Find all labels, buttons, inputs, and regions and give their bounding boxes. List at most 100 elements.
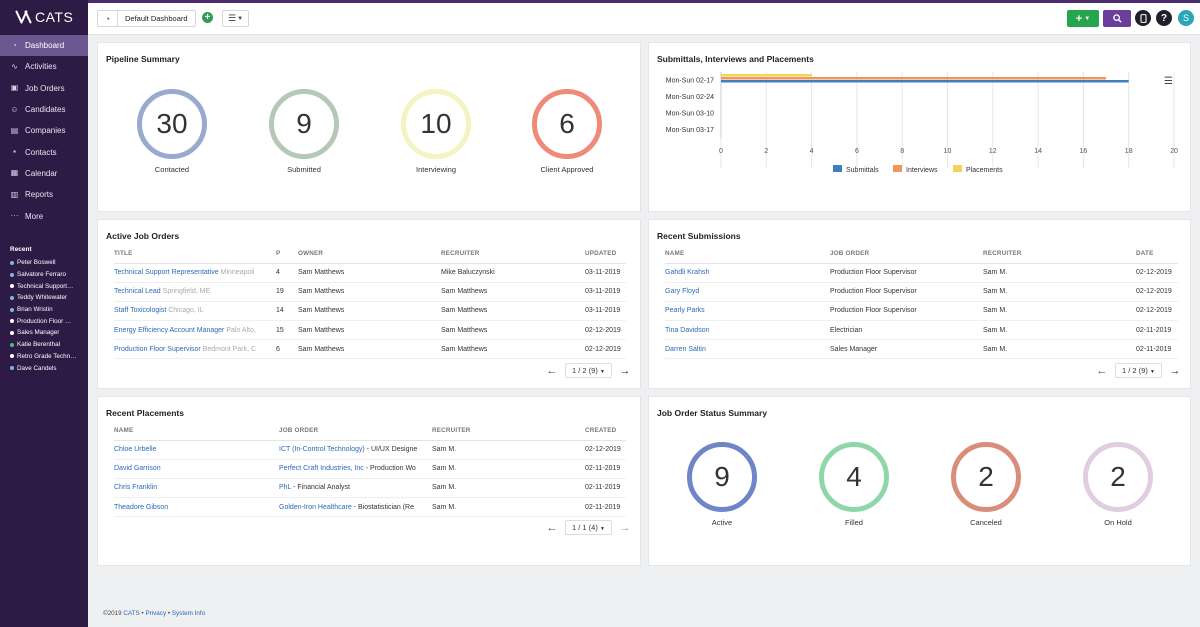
next-page-icon[interactable]: →: [619, 521, 631, 534]
column-header[interactable]: RECRUITER: [983, 244, 1136, 264]
column-header[interactable]: NAME: [114, 421, 279, 441]
legend-label[interactable]: Interviews: [906, 167, 938, 174]
sidebar-item-more[interactable]: ··· More: [0, 205, 88, 226]
summary-ring[interactable]: 2 On Hold: [1081, 442, 1155, 527]
candidate-name-link[interactable]: Pearly Parks: [665, 307, 705, 315]
summary-ring[interactable]: 2 Canceled: [949, 442, 1023, 527]
bar-placements[interactable]: [721, 74, 812, 77]
table-row[interactable]: Energy Efficiency Account Manager Palo A…: [114, 320, 626, 341]
sidebar-item-calendar[interactable]: ▦ Calendar: [0, 163, 88, 184]
candidate-name-link[interactable]: Chris Franklin: [114, 484, 158, 492]
footer-system-info-link[interactable]: System Info: [171, 610, 206, 617]
column-header[interactable]: RECRUITER: [432, 421, 585, 441]
table-row[interactable]: Production Floor Supervisor Bedmont Park…: [114, 339, 626, 360]
prev-page-icon[interactable]: ←: [546, 521, 558, 534]
table-row[interactable]: Darren Saltin Sales Manager Sam M. 02-11-20…: [665, 339, 1178, 360]
recent-item[interactable]: Peter Boswell: [10, 257, 86, 269]
table-row[interactable]: Chloe Urbelle ICT (In-Control Technology)…: [114, 440, 626, 460]
table-row[interactable]: Technical Support Representative Minneap…: [114, 263, 626, 283]
column-header[interactable]: NAME: [665, 244, 830, 264]
recent-item[interactable]: Salvatore Ferraro: [10, 269, 86, 281]
sidebar-item-candidates[interactable]: ☺ Candidates: [0, 99, 88, 120]
sidebar-item-reports[interactable]: ▥ Reports: [0, 184, 88, 205]
company-link[interactable]: PhL: [279, 484, 292, 492]
candidate-name-link[interactable]: Chloe Urbelle: [114, 446, 157, 454]
company-link[interactable]: ICT (In-Control Technology): [279, 446, 365, 454]
column-header[interactable]: CREATED: [585, 421, 626, 441]
recent-item[interactable]: Dave Candels: [10, 362, 86, 374]
company-link[interactable]: Golden-Iron Healthcare: [279, 503, 352, 511]
candidate-name-link[interactable]: Darren Saltin: [665, 345, 706, 353]
candidate-name-link[interactable]: David Garrison: [114, 465, 161, 473]
summary-ring[interactable]: 9 Active: [685, 442, 759, 527]
candidate-name-link[interactable]: Tina Davidson: [665, 326, 710, 334]
table-row[interactable]: Technical Lead Springfield, ME 19 Sam Matt…: [114, 282, 626, 302]
column-header[interactable]: P: [276, 244, 298, 264]
column-header[interactable]: DATE: [1136, 244, 1178, 264]
recent-item[interactable]: Brian Wristin: [10, 304, 86, 316]
recent-item[interactable]: Teddy Whitewater: [10, 292, 86, 304]
recent-item[interactable]: Sales Manager: [10, 327, 86, 339]
job-title-link[interactable]: Technical Lead: [114, 288, 161, 296]
job-title-link[interactable]: Staff Toxicologist: [114, 307, 167, 315]
user-avatar[interactable]: S: [1178, 10, 1194, 26]
table-row[interactable]: Gahdli Krahsh Production Floor Supervisor…: [665, 263, 1178, 283]
table-row[interactable]: Pearly Parks Production Floor Supervisor S…: [665, 301, 1178, 322]
summary-ring[interactable]: 30 Contacted: [135, 89, 209, 174]
table-row[interactable]: Theadore Gibson Golden-Iron Healthcare - …: [114, 497, 626, 518]
legend-label[interactable]: Submittals: [846, 167, 879, 174]
page-select[interactable]: 1 / 1 (4) ▼: [565, 520, 612, 535]
app-logo[interactable]: CATS: [15, 9, 73, 25]
sidebar-item-job-orders[interactable]: ▣ Job Orders: [0, 78, 88, 99]
summary-ring[interactable]: 10 Interviewing: [399, 89, 473, 174]
footer-cats-link[interactable]: CATS: [123, 610, 140, 617]
bar-interviews[interactable]: [721, 77, 1107, 80]
column-header[interactable]: RECRUITER: [441, 244, 585, 264]
recent-item[interactable]: Technical Support…: [10, 280, 86, 292]
sidebar-item-contacts[interactable]: ▪ Contacts: [0, 141, 88, 162]
table-row[interactable]: Chris Franklin PhL - Financial Analyst Sam…: [114, 478, 626, 499]
dashboard-menu-button[interactable]: ☰ ▼: [222, 10, 249, 27]
job-title-link[interactable]: Technical Support Representative: [114, 269, 219, 277]
footer-privacy-link[interactable]: Privacy: [145, 610, 167, 617]
search-button[interactable]: [1103, 10, 1131, 27]
job-title-link[interactable]: Production Floor Supervisor: [114, 345, 201, 353]
sidebar-item-dashboard[interactable]: ◔ Dashboard: [0, 35, 88, 57]
recent-item[interactable]: Retro Grade Techn…: [10, 351, 86, 363]
company-link[interactable]: Perfect Craft Industries, Inc: [279, 465, 364, 473]
table-row[interactable]: David Garrison Perfect Craft Industries, …: [114, 459, 626, 479]
job-title-link[interactable]: Energy Efficiency Account Manager: [114, 326, 225, 334]
candidate-name-link[interactable]: Gary Floyd: [665, 288, 700, 296]
table-row[interactable]: Tina Davidson Electrician Sam M. 02-11-2019: [665, 320, 1178, 341]
next-page-icon[interactable]: →: [619, 364, 631, 377]
recent-item[interactable]: Katie Berenthal: [10, 339, 86, 351]
sidebar-item-activities[interactable]: ∿ Activities: [0, 56, 88, 77]
add-dashboard-icon[interactable]: +: [202, 12, 213, 23]
page-select[interactable]: 1 / 2 (9) ▼: [1115, 363, 1162, 378]
table-row[interactable]: Staff Toxicologist Chicago, IL 14 Sam Matt…: [114, 301, 626, 322]
column-header[interactable]: TITLE: [114, 244, 276, 264]
legend-label[interactable]: Placements: [966, 167, 1003, 174]
page-select[interactable]: 1 / 2 (9) ▼: [565, 363, 612, 378]
column-header[interactable]: JOB ORDER: [279, 421, 432, 441]
candidate-name-link[interactable]: Gahdli Krahsh: [665, 269, 710, 277]
prev-page-icon[interactable]: ←: [546, 364, 558, 377]
column-header[interactable]: OWNER: [298, 244, 441, 264]
table-row[interactable]: Gary Floyd Production Floor Supervisor Sam…: [665, 282, 1178, 302]
chart-menu-button[interactable]: ☰: [1164, 76, 1173, 87]
recent-item[interactable]: Production Floor …: [10, 315, 86, 327]
candidate-name-link[interactable]: Theadore Gibson: [114, 503, 169, 511]
next-page-icon[interactable]: →: [1169, 364, 1181, 377]
column-header[interactable]: UPDATED: [585, 244, 626, 264]
summary-ring[interactable]: 9 Submitted: [267, 89, 341, 174]
quick-add-button[interactable]: + ▼: [1067, 10, 1099, 27]
summary-ring[interactable]: 4 Filled: [817, 442, 891, 527]
summary-ring[interactable]: 6 Client Approved: [530, 89, 604, 174]
dashboard-selector[interactable]: ◔ Default Dashboard: [97, 10, 196, 27]
column-header[interactable]: JOB ORDER: [830, 244, 983, 264]
mobile-app-button[interactable]: [1135, 10, 1151, 26]
bar-submittals[interactable]: [721, 80, 1129, 83]
prev-page-icon[interactable]: ←: [1096, 364, 1108, 377]
sidebar-item-companies[interactable]: ▤ Companies: [0, 120, 88, 141]
help-button[interactable]: ?: [1156, 10, 1172, 26]
